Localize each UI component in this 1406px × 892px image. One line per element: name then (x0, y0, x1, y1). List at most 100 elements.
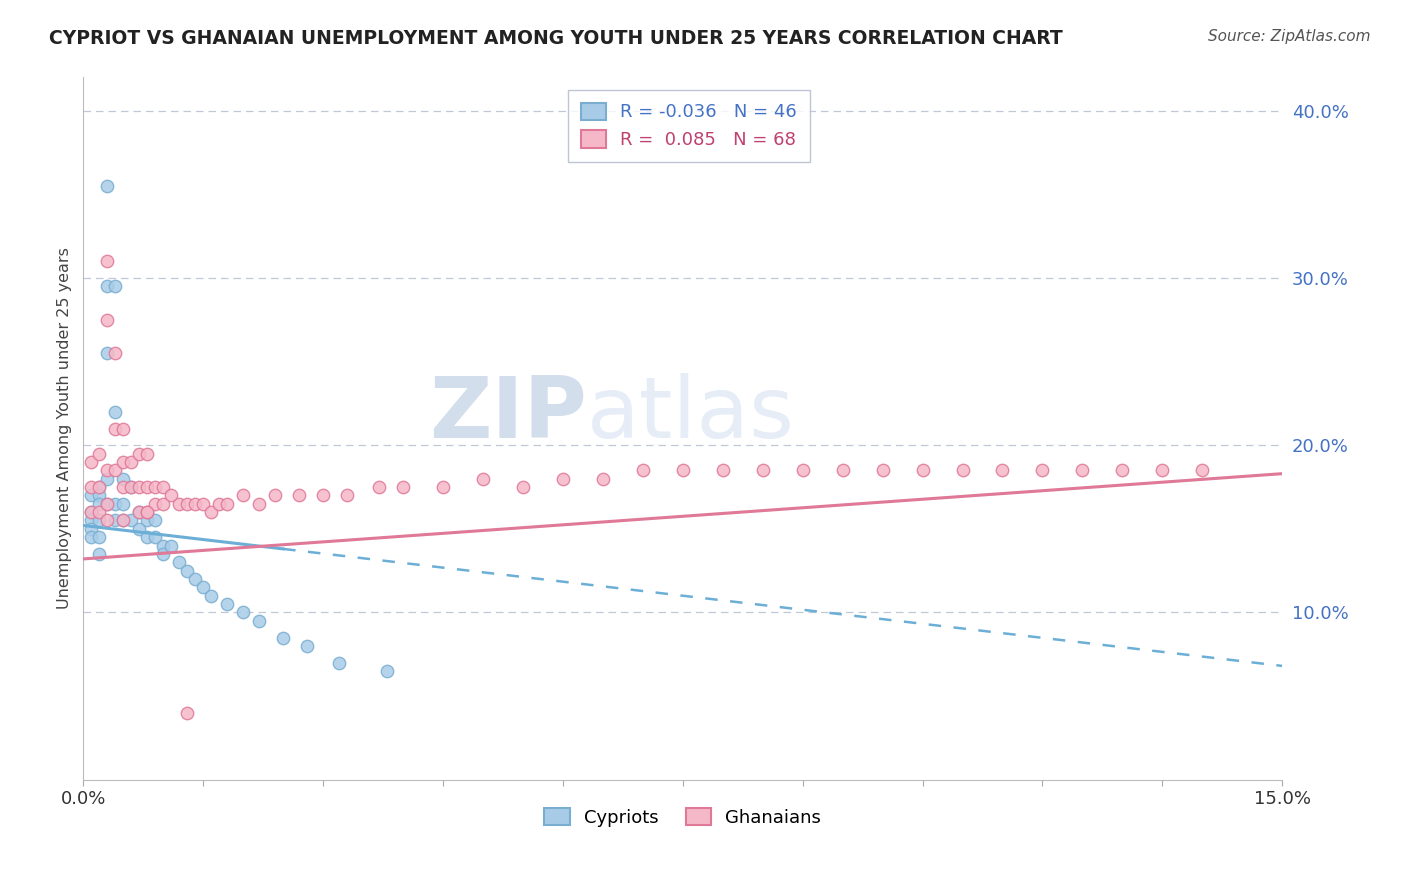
Point (1152, 463, 1174, 477)
Point (375, 664, 398, 678)
Point (128, 447, 150, 461)
Point (143, 480, 166, 494)
Point (193, 497, 215, 511)
Point (247, 614, 270, 628)
Point (176, 497, 198, 511)
Point (96, 254, 118, 268)
Point (288, 488, 311, 502)
Point (328, 656, 350, 670)
Point (336, 488, 359, 502)
Point (1031, 463, 1053, 477)
Point (80, 480, 103, 494)
Point (208, 497, 231, 511)
Point (136, 530, 159, 544)
Point (89, 497, 111, 511)
Point (96, 497, 118, 511)
Point (217, 497, 239, 511)
Text: Source: ZipAtlas.com: Source: ZipAtlas.com (1208, 29, 1371, 44)
Point (112, 497, 135, 511)
Point (911, 463, 934, 477)
Point (104, 463, 127, 477)
Point (592, 472, 614, 486)
Point (368, 480, 391, 494)
Point (80, 488, 103, 502)
Point (89, 547, 111, 561)
Point (96, 346, 118, 360)
Point (1071, 463, 1094, 477)
Point (80, 513, 103, 527)
Point (96, 472, 118, 486)
Point (128, 505, 150, 519)
Point (991, 463, 1014, 477)
Point (392, 480, 415, 494)
Point (112, 421, 135, 435)
Point (176, 564, 198, 578)
Point (200, 505, 222, 519)
Point (80, 505, 103, 519)
Point (89, 480, 111, 494)
Point (184, 497, 207, 511)
Point (152, 539, 174, 553)
Point (143, 513, 166, 527)
Point (96, 313, 118, 327)
Text: atlas: atlas (586, 373, 794, 456)
Point (432, 480, 454, 494)
Point (152, 480, 174, 494)
Point (112, 513, 135, 527)
Point (104, 346, 127, 360)
Point (831, 463, 853, 477)
Point (89, 513, 111, 527)
Point (104, 279, 127, 293)
Point (120, 480, 142, 494)
Point (1111, 463, 1133, 477)
Text: ZIP: ZIP (429, 373, 586, 456)
Point (104, 497, 127, 511)
Point (176, 706, 198, 720)
Point (96, 513, 118, 527)
Point (271, 631, 294, 645)
Point (136, 447, 159, 461)
Point (264, 488, 287, 502)
Y-axis label: Unemployment Among Youth under 25 years: Unemployment Among Youth under 25 years (58, 248, 72, 609)
Point (751, 463, 773, 477)
Point (120, 455, 142, 469)
Point (551, 472, 574, 486)
Point (672, 463, 695, 477)
Legend: Cypriots, Ghanaians: Cypriots, Ghanaians (537, 800, 828, 834)
Point (136, 505, 159, 519)
Point (96, 497, 118, 511)
Point (112, 455, 135, 469)
Point (136, 480, 159, 494)
Point (160, 488, 183, 502)
Point (631, 463, 654, 477)
Point (128, 505, 150, 519)
Point (167, 555, 190, 569)
Point (104, 513, 127, 527)
Point (128, 480, 150, 494)
Point (104, 421, 127, 435)
Point (471, 472, 494, 486)
Point (136, 513, 159, 527)
Point (1191, 463, 1213, 477)
Point (112, 472, 135, 486)
Point (200, 589, 222, 603)
Point (152, 547, 174, 561)
Point (89, 480, 111, 494)
Point (96, 179, 118, 194)
Point (193, 580, 215, 594)
Point (89, 447, 111, 461)
Point (872, 463, 894, 477)
Point (232, 606, 254, 620)
Point (160, 539, 183, 553)
Point (89, 530, 111, 544)
Point (96, 279, 118, 293)
Point (295, 639, 318, 653)
Point (136, 505, 159, 519)
Point (217, 597, 239, 611)
Point (247, 497, 270, 511)
Point (96, 463, 118, 477)
Point (143, 530, 166, 544)
Point (143, 497, 166, 511)
Point (80, 522, 103, 536)
Point (792, 463, 814, 477)
